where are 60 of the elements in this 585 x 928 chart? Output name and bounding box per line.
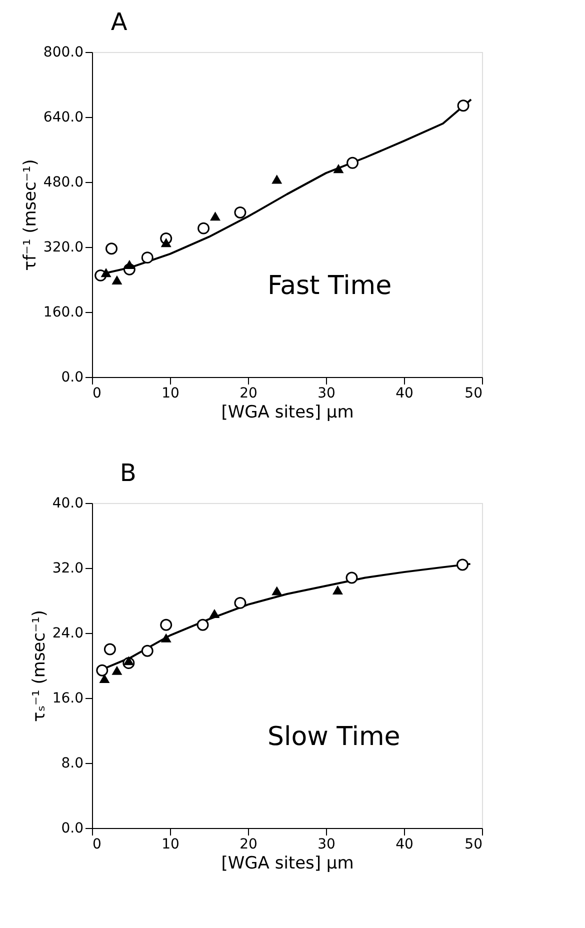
point xyxy=(456,558,468,571)
point xyxy=(234,596,246,609)
point xyxy=(96,664,108,676)
x-tick-label: 0 xyxy=(92,836,102,852)
x-tick-label: 30 xyxy=(318,836,336,852)
point xyxy=(123,656,134,666)
point xyxy=(333,164,344,174)
y-tick-label: 800.0 xyxy=(43,44,84,60)
point xyxy=(141,252,154,264)
y-tick-label: 16.0 xyxy=(52,690,84,706)
y-tick-label: 24.0 xyxy=(52,626,84,642)
x-tick-label: 40 xyxy=(396,836,414,852)
point xyxy=(112,275,122,284)
chart-title: A xyxy=(110,8,128,36)
point xyxy=(160,633,172,642)
point xyxy=(209,608,220,618)
x-tick-label: 10 xyxy=(162,836,180,852)
y-tick-label: 8.0 xyxy=(61,756,84,772)
annotation: Slow Time xyxy=(268,722,400,752)
point xyxy=(346,572,358,584)
x-tick-label: 0 xyxy=(92,386,102,402)
x-tick-label: 50 xyxy=(464,836,482,852)
x-axis-title: [WGA sites] μm xyxy=(221,854,354,874)
point xyxy=(104,643,116,656)
chart-title: B xyxy=(120,459,136,487)
annotation: Fast Time xyxy=(268,271,392,301)
point xyxy=(457,100,470,112)
y-tick-label: 640.0 xyxy=(43,110,84,126)
x-tick-label: 10 xyxy=(162,386,180,402)
point xyxy=(124,260,135,270)
x-tick-label: 30 xyxy=(318,386,336,402)
point xyxy=(332,585,343,594)
y-tick-label: 40.0 xyxy=(52,496,84,512)
point xyxy=(99,674,110,684)
y-tick-label: 0.0 xyxy=(61,370,84,386)
x-tick-label: 20 xyxy=(240,836,258,852)
y-axis-title: τₛ⁻¹ (msec⁻¹) xyxy=(29,610,50,722)
point xyxy=(196,618,209,631)
point xyxy=(346,156,359,169)
point xyxy=(160,618,172,631)
x-tick-label: 50 xyxy=(464,386,482,402)
point xyxy=(234,206,246,218)
point xyxy=(198,222,210,234)
x-axis-title: [WGA sites] μm xyxy=(221,402,354,422)
point xyxy=(210,212,220,221)
point xyxy=(100,268,112,278)
y-tick-label: 480.0 xyxy=(43,174,84,190)
y-axis-title: τf⁻¹ (msec⁻¹) xyxy=(20,159,40,271)
x-tick-label: 20 xyxy=(240,386,258,402)
y-tick-label: 0.0 xyxy=(61,820,84,836)
point xyxy=(141,644,154,657)
point xyxy=(160,238,172,248)
point xyxy=(272,174,282,184)
point xyxy=(106,242,118,255)
point xyxy=(272,586,282,596)
y-tick-label: 320.0 xyxy=(43,240,84,256)
y-tick-label: 160.0 xyxy=(43,304,84,320)
y-tick-label: 32.0 xyxy=(52,560,84,576)
x-tick-label: 40 xyxy=(396,386,414,402)
point xyxy=(112,666,122,675)
